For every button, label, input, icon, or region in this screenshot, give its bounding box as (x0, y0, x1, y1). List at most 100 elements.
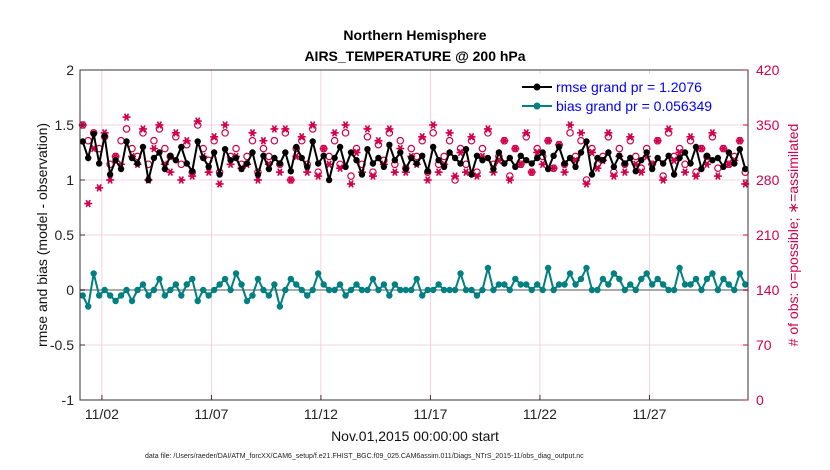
obs-assimilated-dot (710, 130, 715, 136)
rmse-point (594, 154, 601, 162)
obs-possible-point (396, 136, 405, 145)
obs-assimilated-dot (655, 138, 660, 143)
obs-assimilated-point (522, 128, 531, 137)
rmse-point (665, 152, 672, 159)
obs-assimilated-dot (107, 177, 113, 183)
rmse-point (555, 143, 563, 151)
obs-assimilated-dot (96, 185, 102, 191)
bias-point (523, 281, 530, 288)
obs-assimilated-dot (140, 126, 146, 132)
bias-point (473, 292, 481, 299)
obs-assimilated-point (560, 168, 569, 177)
bias-point (742, 281, 749, 288)
rmse-point (643, 149, 650, 156)
rmse-point (156, 149, 163, 156)
obs-possible-point (259, 144, 268, 153)
obs-assimilated-point (664, 125, 673, 133)
bias-point (605, 281, 612, 288)
obs-assimilated-point (270, 125, 279, 133)
obs-assimilated-point (149, 144, 158, 153)
obs-possible-point (445, 136, 454, 145)
obs-assimilated-point (544, 136, 553, 145)
bias-point (265, 292, 273, 299)
obs-assimilated-dot (595, 166, 600, 171)
obs-assimilated-dot (677, 150, 682, 155)
rmse-point (429, 143, 437, 151)
rmse-point (298, 154, 305, 162)
rmse-point (550, 152, 557, 159)
obs-assimilated-point (582, 180, 591, 188)
rmse-point (320, 152, 327, 159)
bias-point (446, 286, 453, 294)
rmse-point (199, 154, 207, 162)
obs-possible-point (407, 144, 416, 153)
obs-assimilated-point (341, 121, 350, 129)
y-tick-label: 0 (66, 282, 74, 298)
obs-assimilated-point (691, 172, 700, 180)
rmse-point (369, 160, 377, 167)
obs-assimilated-dot (184, 138, 189, 143)
rmse-point (725, 149, 733, 156)
bias-point (490, 286, 497, 294)
obs-assimilated-dot (310, 122, 315, 128)
rmse-point (561, 160, 568, 167)
rmse-point (265, 165, 273, 173)
bias-point (676, 264, 683, 272)
rmse-point (364, 146, 371, 153)
bias-point (429, 286, 437, 294)
obs-assimilated-dot (584, 181, 589, 187)
obs-assimilated-dot (622, 169, 628, 175)
bias-point (517, 281, 524, 288)
rmse-point (599, 157, 607, 164)
obs-assimilated-point (735, 136, 744, 145)
y-right-tick-label: 280 (756, 172, 780, 188)
obs-possible-point (161, 144, 169, 153)
rmse-point (648, 165, 656, 173)
bias-point (419, 292, 426, 299)
obs-assimilated-point (171, 128, 180, 137)
obs-assimilated-dot (157, 122, 162, 128)
obs-assimilated-point (434, 168, 443, 177)
obs-assimilated-dot (91, 146, 96, 151)
obs-assimilated-dot (562, 169, 567, 175)
bias-point (271, 281, 278, 288)
obs-assimilated-dot (343, 122, 348, 128)
obs-possible-point (150, 136, 158, 145)
bias-point (342, 292, 349, 299)
x-axis-label: Nov.01,2015 00:00:00 start (331, 428, 499, 444)
obs-possible-point (221, 129, 229, 137)
bias-point (561, 281, 568, 288)
rmse-point (304, 163, 311, 170)
bias-point (172, 281, 180, 288)
tick-layer: -1 -0.5 0 0.5 1 1.5 2 0 70 140 210 280 350 420 11/02 11… (50, 62, 780, 422)
bias-point (451, 286, 459, 294)
obs-assimilated-point (122, 113, 131, 122)
obs-assimilated-point (511, 144, 520, 153)
bias-point (435, 281, 442, 288)
obs-assimilated-point (347, 180, 356, 188)
rmse-point (293, 143, 300, 151)
obs-assimilated-point (724, 160, 733, 169)
obs-assimilated-point (390, 168, 399, 177)
rmse-point (670, 171, 678, 178)
bias-point (347, 286, 355, 294)
obs-possible-point (122, 125, 131, 133)
rmse-point (544, 165, 552, 173)
rmse-point (479, 157, 486, 164)
obs-assimilated-dot (190, 173, 195, 179)
obs-assimilated-point (215, 180, 224, 188)
rmse-point (533, 154, 541, 162)
y-tick-label: 1.5 (55, 117, 75, 133)
bias-point (725, 281, 733, 288)
rmse-point (134, 160, 141, 167)
rmse-point (616, 152, 623, 159)
rmse-point (720, 163, 727, 170)
obs-assimilated-point (626, 132, 635, 141)
obs-assimilated-point (95, 183, 104, 192)
obs-assimilated-point (319, 144, 328, 153)
rmse-point (681, 149, 689, 156)
bias-point (501, 281, 508, 288)
obs-assimilated-dot (485, 126, 491, 132)
bias-point (369, 275, 377, 283)
obs-assimilated-point (106, 176, 115, 184)
